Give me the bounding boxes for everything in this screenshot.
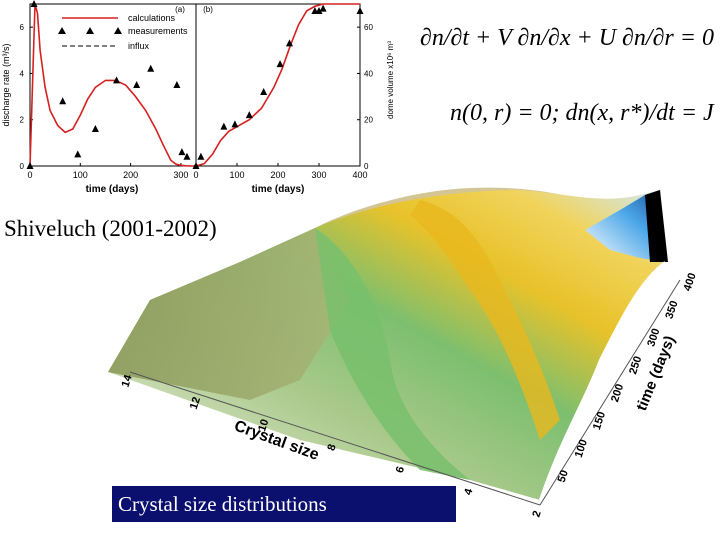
panel-a-measurement-point-8 [173, 81, 181, 88]
panel-b-measurement-point-10 [319, 4, 327, 12]
panel-b-measurement-point-7 [285, 39, 293, 47]
size-tick-label-3: 8 [325, 443, 338, 453]
panel-a-ytick-label-1: 2 [20, 116, 25, 125]
equation-1: ∂n/∂t + V ∂n/∂x + U ∂n/∂r = 0 [420, 25, 714, 51]
panel-a-measurement-point-6 [133, 81, 141, 88]
size-tick-label-1: 4 [462, 486, 476, 496]
panel-b-xlabel: time (days) [252, 184, 305, 195]
legend-swatch-measurements-b [86, 27, 94, 34]
panel-a-ylabel: discharge rate (m³/s) [1, 43, 11, 126]
caption-text: Crystal size distributions [118, 491, 327, 516]
panel-b-measurement-point-4 [245, 111, 253, 119]
panel-b-ylabel: dome volume x10⁶ m³ [386, 41, 395, 119]
equation-2: n(0, r) = 0; dn(x, r*)/dt = J [450, 100, 715, 126]
time-tick-label-6: 350 [663, 299, 680, 320]
panel-a-measurement-point-10 [183, 152, 191, 160]
legend: calculations measurements influx [58, 13, 188, 51]
size-tick-label-2: 6 [394, 465, 407, 475]
legend-label-influx: influx [128, 41, 150, 51]
equation-block: ∂n/∂t + V ∂n/∂x + U ∂n/∂r = 0 n(0, r) = … [420, 25, 715, 126]
panel-b-measurement-point-3 [231, 120, 239, 128]
size-tick-label-6: 14 [120, 373, 135, 389]
legend-label-calculations: calculations [128, 13, 176, 23]
time-tick-label-1: 100 [573, 438, 590, 459]
time-tick-label-5: 300 [645, 327, 662, 348]
size-axis-line [129, 371, 541, 506]
panel-b-ytick-label-3: 60 [364, 23, 373, 32]
surface-peak [585, 190, 665, 262]
panel-b-measurement-point-6 [276, 60, 284, 68]
surface-green-band [315, 228, 470, 480]
surface-peak-shadow [645, 190, 668, 262]
panel-a-ytick-label-0: 0 [20, 162, 25, 171]
panel-a-measurement-point-0 [26, 162, 34, 169]
time-tick-label-4: 250 [627, 355, 644, 376]
panel-b-measurement-markers [192, 4, 364, 169]
panel-a-measurement-markers [26, 0, 191, 169]
panel-a-ytick-label-2: 4 [20, 69, 25, 78]
panel-a-calculations-line [29, 3, 196, 167]
panel-a: 0 100 200 300 0 2 4 6 (a) time (days) discharge… [1, 0, 197, 195]
panel-a-ytick-label-3: 6 [20, 23, 25, 32]
panel-a-xtick-label-1: 100 [73, 170, 88, 180]
surface-front-edge [539, 261, 666, 501]
panel-a-xtick-label-3: 300 [173, 170, 188, 180]
panel-b-frame [195, 3, 361, 167]
legend-swatch-measurements-a [58, 27, 66, 34]
panel-b-measurement-point-1 [197, 152, 205, 160]
panel-b-measurement-point-9 [315, 6, 323, 14]
panel-b-xtick-label-1: 100 [229, 170, 244, 180]
panel-a-label: (a) [175, 5, 185, 14]
panel-a-measurement-point-3 [74, 150, 82, 158]
slide-title: Shiveluch (2001-2002) [4, 216, 217, 241]
time-tick-label-7: 400 [682, 271, 699, 292]
panel-a-measurement-point-7 [147, 64, 155, 72]
panel-b-label: (b) [203, 5, 213, 14]
panel-a-xtick-label-0: 0 [27, 170, 32, 180]
time-tick-label-2: 150 [591, 410, 608, 431]
caption-box: Crystal size distributions [112, 486, 456, 522]
panel-a-measurement-point-2 [59, 97, 67, 105]
legend-label-measurements: measurements [128, 26, 188, 36]
time-tick-label-3: 200 [609, 382, 626, 403]
time-axis-line [539, 279, 681, 506]
surface-yellow-band [410, 200, 560, 440]
panel-a-measurement-point-1 [30, 0, 38, 7]
size-tick-label-5: 12 [188, 396, 203, 411]
size-tick-label-0: 2 [530, 509, 543, 519]
panel-b-xtick-label-4: 400 [352, 170, 367, 180]
panel-b-calculations-line [195, 3, 360, 167]
panel-a-measurement-point-9 [178, 148, 186, 156]
legend-swatch-measurements-c [114, 27, 122, 34]
panel-b-measurement-point-5 [260, 87, 268, 95]
surface-olive-plane [108, 228, 350, 400]
panel-a-xlabel: time (days) [86, 184, 139, 195]
panel-b-ytick-label-0: 0 [364, 162, 369, 171]
panel-a-measurement-point-4 [91, 124, 99, 132]
panel-b-measurement-point-11 [356, 6, 364, 14]
size-tick-label-4: 10 [256, 418, 271, 433]
panel-a-frame [29, 3, 197, 167]
panel-b-xtick-label-0: 0 [193, 170, 198, 180]
panel-b-xtick-label-3: 300 [311, 170, 326, 180]
panel-b-ytick-label-1: 20 [364, 116, 373, 125]
surface-plot [108, 187, 681, 506]
panel-b-ytick-label-2: 40 [364, 69, 373, 78]
panel-a-xtick-label-2: 200 [123, 170, 138, 180]
panel-b-xtick-label-2: 200 [270, 170, 285, 180]
panel-b-measurement-point-0 [192, 162, 200, 169]
panel-a-measurement-point-5 [113, 76, 121, 84]
time-tick-label-0: 50 [556, 469, 571, 484]
panel-b-measurement-point-2 [220, 122, 228, 130]
